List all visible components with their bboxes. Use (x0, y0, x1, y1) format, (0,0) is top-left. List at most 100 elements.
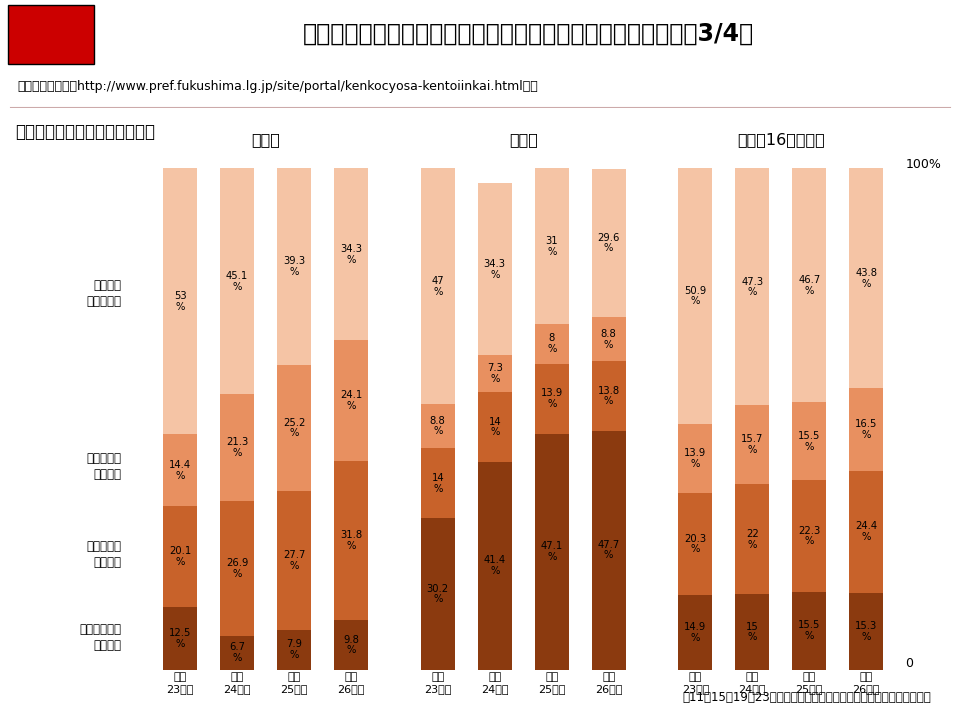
Bar (420, 448, 455, 518)
Text: 6.7
%: 6.7 % (229, 642, 245, 663)
Bar (220, 636, 254, 670)
Bar (735, 168, 769, 405)
Text: 50.9
%: 50.9 % (684, 286, 707, 307)
Bar (334, 621, 368, 670)
Text: 7.3
%: 7.3 % (487, 364, 503, 384)
Text: 34.3
%: 34.3 % (484, 259, 506, 280)
Text: 39.3
%: 39.3 % (283, 256, 305, 276)
Bar (277, 168, 311, 365)
Text: こころの健康度・生活習慣に関する調査　わかってきたこと（3/4）: こころの健康度・生活習慣に関する調査 わかってきたこと（3/4） (302, 22, 754, 46)
Text: 15
%: 15 % (746, 621, 758, 642)
Text: 7.9
%: 7.9 % (286, 639, 302, 660)
Text: 22.3
%: 22.3 % (798, 526, 821, 546)
Bar (420, 168, 455, 404)
Text: 34.3
%: 34.3 % (340, 244, 362, 265)
Text: 14
%: 14 % (489, 417, 501, 438)
Text: 41.4
%: 41.4 % (484, 555, 506, 576)
Bar (591, 318, 626, 361)
Text: 46.7
%: 46.7 % (798, 275, 821, 296)
Text: 8.8
%: 8.8 % (601, 329, 616, 350)
Text: 100%: 100% (905, 158, 942, 171)
Bar (679, 595, 712, 670)
Text: 8
%: 8 % (547, 333, 557, 354)
Bar (850, 168, 883, 388)
Bar (334, 168, 368, 341)
Text: 26.9
%: 26.9 % (226, 558, 249, 579)
Text: 29.6
%: 29.6 % (597, 233, 620, 253)
Bar (535, 324, 568, 364)
FancyBboxPatch shape (8, 5, 94, 63)
Text: 9.8
%: 9.8 % (343, 634, 359, 655)
Title: 小学生: 小学生 (252, 132, 280, 148)
Bar (535, 168, 568, 324)
Bar (163, 168, 197, 434)
Text: 15.7
%: 15.7 % (741, 434, 763, 455)
Bar (679, 423, 712, 493)
Text: 45.1
%: 45.1 % (226, 271, 249, 292)
Text: 47.7
%: 47.7 % (597, 540, 620, 560)
Text: 15.5
%: 15.5 % (798, 621, 821, 641)
Bar (591, 361, 626, 431)
Text: 8.8
%: 8.8 % (430, 415, 445, 436)
Bar (792, 402, 827, 480)
Bar (735, 405, 769, 484)
Bar (163, 506, 197, 607)
Bar (535, 433, 568, 670)
Text: 週２〜４回
している: 週２〜４回 している (86, 540, 121, 569)
Text: 25.2
%: 25.2 % (283, 418, 305, 438)
Title: 中学生: 中学生 (509, 132, 538, 148)
Text: 15.3
%: 15.3 % (855, 621, 877, 642)
Text: 31
%: 31 % (545, 235, 558, 256)
Bar (420, 518, 455, 670)
Text: こころの
健康度: こころの 健康度 (35, 18, 67, 48)
Text: 週１回程度
している: 週１回程度 している (86, 451, 121, 481)
Text: 13.9
%: 13.9 % (684, 448, 707, 469)
Text: 47
%: 47 % (431, 276, 444, 297)
Text: 24.1
%: 24.1 % (340, 390, 362, 411)
Text: 27.7
%: 27.7 % (283, 550, 305, 571)
Bar (478, 184, 512, 356)
Bar (277, 365, 311, 491)
Bar (792, 592, 827, 670)
Bar (220, 168, 254, 395)
Bar (679, 493, 712, 595)
Text: 20.1
%: 20.1 % (169, 546, 191, 567)
Text: 13.8
%: 13.8 % (598, 385, 620, 406)
Text: 最新の調査結果：http://www.pref.fukushima.lg.jp/site/portal/kenkocyosa-kentoiinkai.html　: 最新の調査結果：http://www.pref.fukushima.lg.jp/… (17, 80, 538, 93)
Text: 15.5
%: 15.5 % (798, 431, 821, 451)
Text: 0: 0 (905, 657, 914, 670)
Bar (163, 434, 197, 506)
Bar (535, 364, 568, 433)
Bar (850, 388, 883, 471)
Text: 31.8
%: 31.8 % (340, 531, 362, 552)
Bar (478, 392, 512, 462)
Text: 22
%: 22 % (746, 529, 758, 549)
Bar (277, 491, 311, 630)
Text: 【普段の運動についての割合】: 【普段の運動についての割合】 (14, 122, 155, 140)
Bar (850, 471, 883, 593)
Text: 47.1
%: 47.1 % (540, 541, 563, 562)
Bar (220, 395, 254, 501)
Bar (277, 630, 311, 670)
Bar (792, 480, 827, 592)
Text: ほとんど毎日
している: ほとんど毎日 している (79, 623, 121, 652)
Text: 14
%: 14 % (431, 473, 444, 494)
Bar (334, 341, 368, 461)
Text: 14.9
%: 14.9 % (684, 622, 707, 643)
Text: 21.3
%: 21.3 % (226, 438, 249, 458)
Text: 20.3
%: 20.3 % (684, 534, 707, 554)
Text: 30.2
%: 30.2 % (426, 583, 448, 604)
Text: 第11、15、19、23回福島県「県民健康調査」検討委員会資料より作成: 第11、15、19、23回福島県「県民健康調査」検討委員会資料より作成 (683, 690, 931, 704)
Bar (735, 484, 769, 595)
Text: 12.5
%: 12.5 % (169, 628, 191, 649)
Text: 14.4
%: 14.4 % (169, 460, 191, 480)
Bar (850, 593, 883, 670)
Text: 13.9
%: 13.9 % (540, 388, 563, 409)
Text: 53
%: 53 % (174, 291, 186, 312)
Bar (220, 501, 254, 636)
Bar (478, 356, 512, 392)
Bar (679, 168, 712, 423)
Text: 16.5
%: 16.5 % (855, 419, 877, 440)
Bar (591, 431, 626, 670)
Bar (478, 462, 512, 670)
